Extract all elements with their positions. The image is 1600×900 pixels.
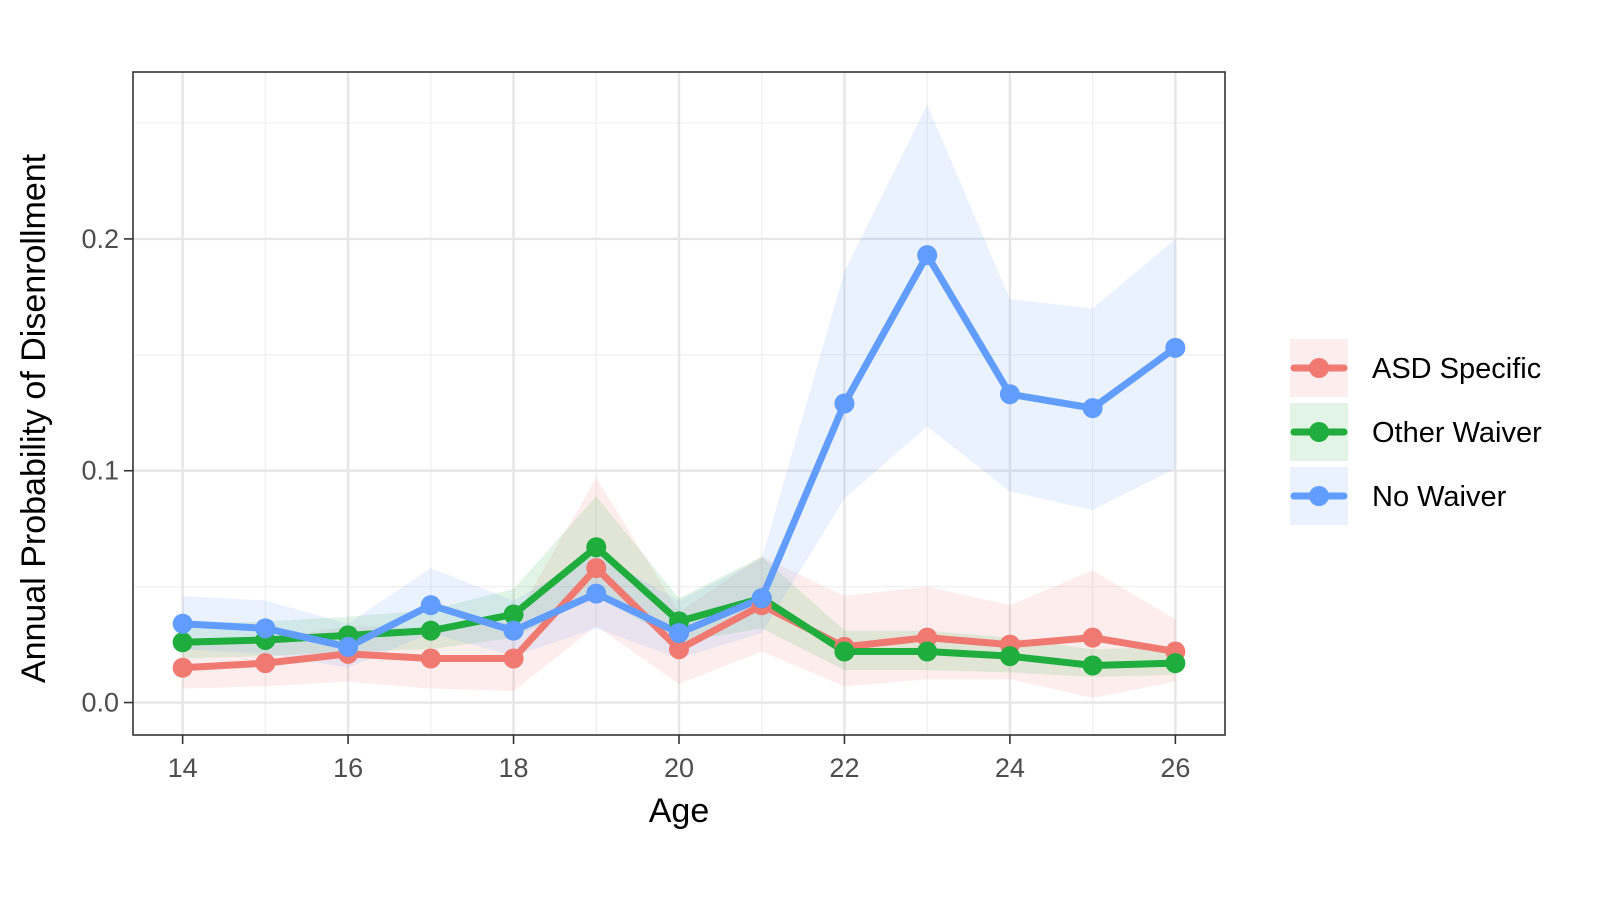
data-point-other-waiver xyxy=(1082,655,1103,676)
data-point-other-waiver xyxy=(503,604,524,625)
data-point-asd-specific xyxy=(917,627,938,648)
y-tick-label: 0.1 xyxy=(81,456,119,486)
legend-key-point-other-waiver xyxy=(1309,422,1329,442)
data-point-asd-specific xyxy=(255,653,276,674)
y-tick-label: 0.0 xyxy=(81,688,119,718)
data-point-other-waiver xyxy=(917,641,938,662)
x-tick-label: 16 xyxy=(333,753,363,783)
data-point-asd-specific xyxy=(503,648,524,669)
series-points xyxy=(172,245,1186,678)
data-point-other-waiver xyxy=(420,620,441,641)
data-point-no-waiver xyxy=(172,613,193,634)
data-point-other-waiver xyxy=(172,632,193,653)
data-point-asd-specific xyxy=(586,558,607,579)
legend-label-other-waiver: Other Waiver xyxy=(1372,417,1542,449)
data-point-no-waiver xyxy=(834,393,855,414)
data-point-no-waiver xyxy=(999,384,1020,405)
data-point-no-waiver xyxy=(420,595,441,616)
axes: 14 16 18 20 22 24 26 0.0 0.1 0.2 xyxy=(81,224,1190,783)
legend: ASD Specific Other Waiver No Waiver xyxy=(1290,339,1542,525)
x-tick-label: 26 xyxy=(1160,753,1190,783)
data-point-no-waiver xyxy=(586,583,607,604)
legend-label-asd-specific: ASD Specific xyxy=(1372,353,1541,385)
legend-key-point-no-waiver xyxy=(1309,486,1329,506)
data-point-asd-specific xyxy=(172,657,193,678)
data-point-no-waiver xyxy=(917,245,938,266)
data-point-other-waiver xyxy=(586,537,607,558)
data-point-no-waiver xyxy=(751,588,772,609)
y-axis-title: Annual Probability of Disenrollment xyxy=(15,153,53,683)
data-point-other-waiver xyxy=(999,646,1020,667)
data-point-other-waiver xyxy=(1165,653,1186,674)
x-tick-label: 24 xyxy=(995,753,1025,783)
data-point-asd-specific xyxy=(420,648,441,669)
y-tick-label: 0.2 xyxy=(81,224,119,254)
data-point-no-waiver xyxy=(338,636,359,657)
x-tick-label: 20 xyxy=(664,753,694,783)
data-point-no-waiver xyxy=(503,620,524,641)
data-point-other-waiver xyxy=(834,641,855,662)
data-point-no-waiver xyxy=(1165,337,1186,358)
x-tick-label: 22 xyxy=(829,753,859,783)
x-tick-label: 18 xyxy=(499,753,529,783)
data-point-asd-specific xyxy=(1082,627,1103,648)
legend-key-point-asd-specific xyxy=(1309,358,1329,378)
x-tick-label: 14 xyxy=(168,753,198,783)
legend-label-no-waiver: No Waiver xyxy=(1372,481,1507,513)
data-point-asd-specific xyxy=(669,639,689,660)
data-point-no-waiver xyxy=(1082,398,1103,419)
x-axis-title: Age xyxy=(649,792,710,830)
data-point-no-waiver xyxy=(669,623,689,643)
data-point-no-waiver xyxy=(255,618,276,639)
